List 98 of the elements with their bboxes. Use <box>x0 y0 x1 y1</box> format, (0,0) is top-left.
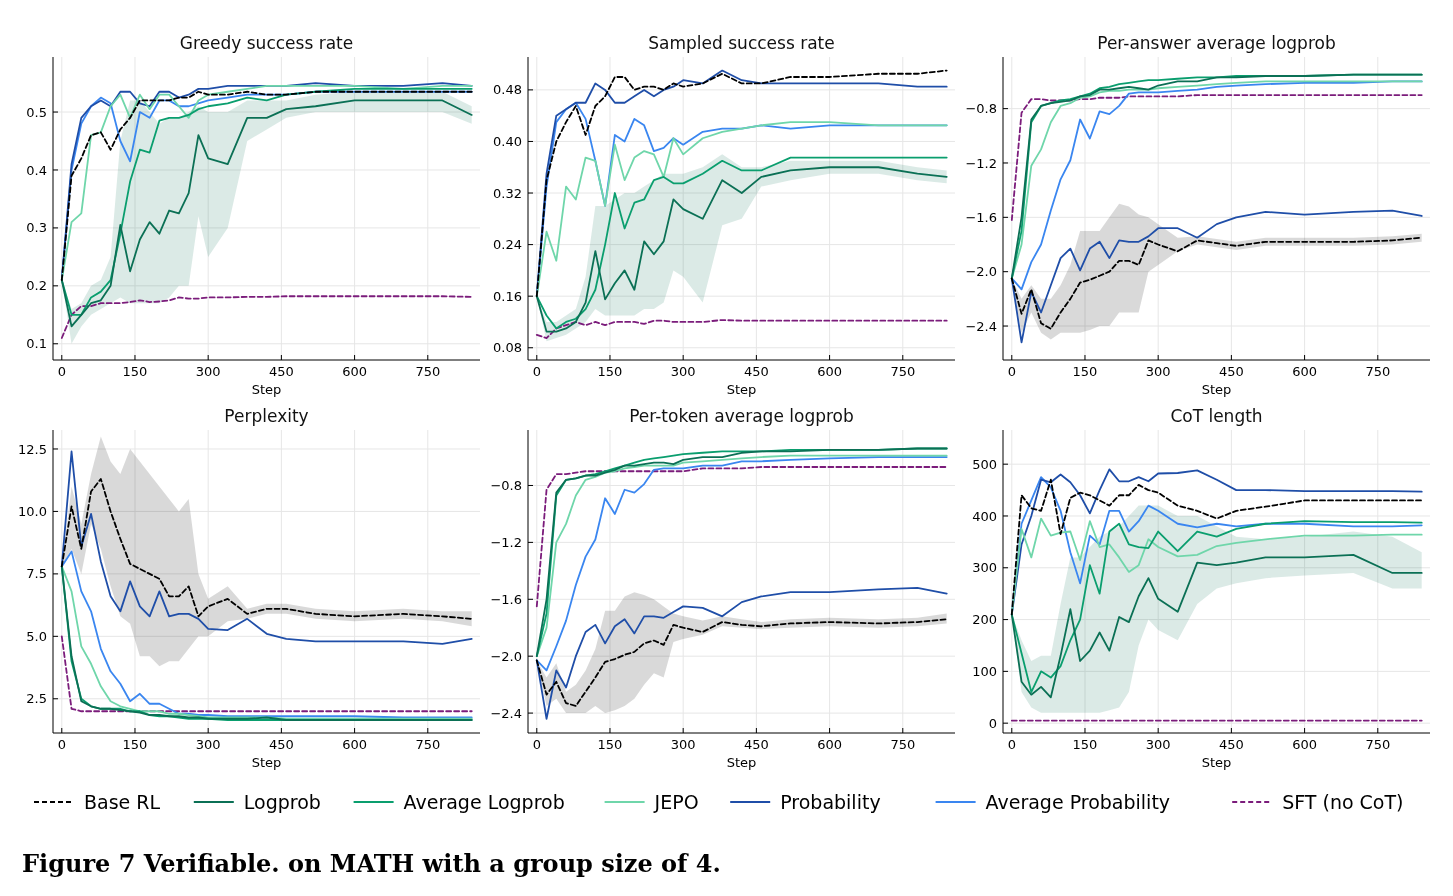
x-tick-label: 750 <box>1365 364 1391 379</box>
y-tick-label: −2.0 <box>490 648 522 664</box>
y-tick-label: −2.0 <box>965 264 997 280</box>
legend-label: Average Logprob <box>403 790 565 813</box>
y-tick-label: 5.0 <box>26 628 47 644</box>
x-tick-label: 0 <box>1007 737 1016 752</box>
legend-label: Logprob <box>243 790 321 813</box>
y-tick-label: −1.2 <box>490 534 522 550</box>
line-series <box>60 478 473 620</box>
x-tick-label: 300 <box>195 737 221 752</box>
y-tick-label: 0 <box>988 715 997 731</box>
y-tick-label: −0.8 <box>490 478 522 494</box>
x-tick-label: 600 <box>1292 737 1317 752</box>
y-tick-label: 0.48 <box>493 82 522 98</box>
line-series <box>60 295 473 339</box>
y-tick-label: 0.32 <box>493 185 522 201</box>
y-tick-label: −1.6 <box>490 591 522 607</box>
y-tick-label: 0.24 <box>493 237 522 253</box>
x-tick-label: 450 <box>743 364 769 379</box>
x-tick-label: 450 <box>743 737 769 752</box>
x-tick-label: 450 <box>1218 737 1244 752</box>
y-tick-label: 0.3 <box>26 220 47 236</box>
y-tick-label: −1.2 <box>965 155 997 171</box>
x-tick-label: 450 <box>268 364 294 379</box>
line-series <box>1010 236 1423 330</box>
y-tick-label: 400 <box>972 508 997 524</box>
chart-title: Per-answer average logprob <box>1097 33 1336 53</box>
x-axis-title: Step <box>1201 382 1232 397</box>
x-axis-title: Step <box>251 755 282 770</box>
x-tick-label: 750 <box>1365 737 1391 752</box>
y-tick-label: 300 <box>972 560 997 576</box>
x-tick-label: 750 <box>415 364 441 379</box>
x-tick-label: 0 <box>1007 364 1016 379</box>
x-tick-label: 750 <box>415 737 441 752</box>
x-tick-label: 150 <box>1072 737 1098 752</box>
y-tick-label: 100 <box>972 663 997 679</box>
legend-label: Probability <box>780 790 881 813</box>
x-tick-label: 150 <box>122 737 148 752</box>
x-tick-label: 0 <box>532 737 541 752</box>
line-series <box>1010 553 1423 699</box>
y-tick-label: 0.5 <box>26 104 47 120</box>
x-tick-label: 0 <box>532 364 541 379</box>
chart-title: Per-token average logprob <box>629 406 854 426</box>
y-tick-label: 0.1 <box>26 336 47 352</box>
y-tick-label: 0.16 <box>493 288 522 304</box>
y-tick-label: 10.0 <box>18 503 47 519</box>
y-tick-label: −2.4 <box>965 318 997 334</box>
x-axis-title: Step <box>726 755 757 770</box>
line-series <box>1010 94 1423 221</box>
y-tick-label: −0.8 <box>965 101 997 117</box>
y-tick-label: 7.5 <box>26 566 47 582</box>
x-tick-label: 150 <box>122 364 148 379</box>
x-tick-label: 600 <box>342 737 367 752</box>
y-tick-label: 12.5 <box>18 441 47 457</box>
y-tick-label: 0.4 <box>26 162 47 178</box>
chart-title: CoT length <box>1170 406 1263 426</box>
x-tick-label: 150 <box>597 737 623 752</box>
y-tick-label: 0.2 <box>26 278 47 294</box>
x-tick-label: 0 <box>57 364 66 379</box>
y-tick-label: 200 <box>972 612 997 628</box>
legend-label: Base RL <box>84 790 161 813</box>
y-tick-label: −1.6 <box>965 209 997 225</box>
x-tick-label: 150 <box>1072 364 1098 379</box>
chart-title: Perplexity <box>224 406 309 426</box>
y-tick-label: 0.08 <box>493 340 522 356</box>
x-tick-label: 150 <box>597 364 623 379</box>
y-tick-label: 0.40 <box>493 134 522 149</box>
y-tick-label: 500 <box>972 456 997 472</box>
line-series <box>535 319 948 339</box>
caption: Figure 7 Verifiable. on MATH with a group size of 4. <box>22 849 721 878</box>
x-tick-label: 600 <box>1292 364 1317 379</box>
y-tick-label: −2.4 <box>490 705 522 721</box>
x-tick-label: 0 <box>57 737 66 752</box>
line-series <box>535 466 948 608</box>
x-tick-label: 450 <box>1218 364 1244 379</box>
x-tick-label: 300 <box>670 737 696 752</box>
line-series <box>1010 520 1423 693</box>
x-axis-title: Step <box>726 382 757 397</box>
x-tick-label: 450 <box>268 737 294 752</box>
legend-label: JEPO <box>653 790 699 813</box>
chart-title: Sampled success rate <box>648 33 835 53</box>
x-tick-label: 300 <box>670 364 696 379</box>
x-tick-label: 600 <box>342 364 367 379</box>
chart-title: Greedy success rate <box>179 33 354 53</box>
x-tick-label: 300 <box>195 364 221 379</box>
line-series <box>535 618 948 707</box>
line-series <box>60 450 473 645</box>
x-tick-label: 600 <box>817 737 842 752</box>
x-tick-label: 300 <box>1145 364 1171 379</box>
y-tick-label: 2.5 <box>26 691 47 707</box>
x-axis-title: Step <box>1201 755 1232 770</box>
legend-label: Average Probability <box>985 790 1171 813</box>
x-tick-label: 750 <box>890 737 916 752</box>
legend-label: SFT (no CoT) <box>1282 790 1404 813</box>
x-tick-label: 300 <box>1145 737 1171 752</box>
x-axis-title: Step <box>251 382 282 397</box>
x-tick-label: 600 <box>817 364 842 379</box>
x-tick-label: 750 <box>890 364 916 379</box>
